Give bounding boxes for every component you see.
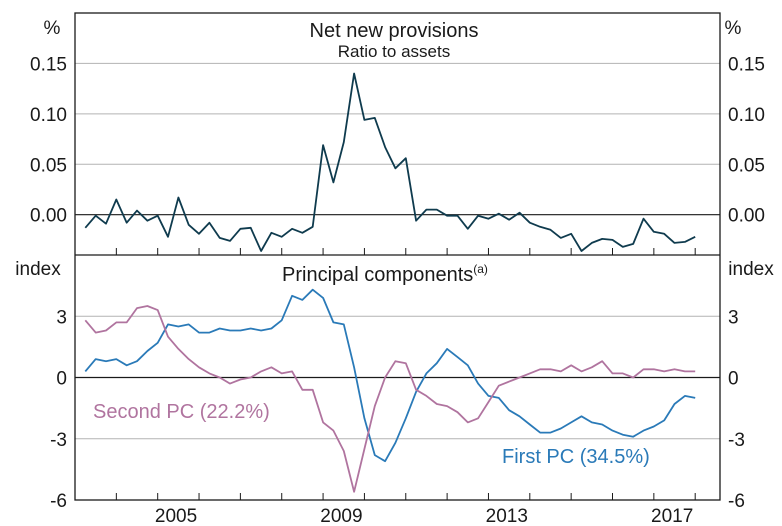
top-panel-y-tick-label-left: 0.00 [30, 206, 67, 227]
top-panel-y-tick-label-right: 0.15 [728, 54, 765, 75]
top-panel-series-line-provisions [84, 72, 696, 252]
bottom-panel-series-line-second_pc [84, 305, 696, 493]
top-panel-y-tick-labels: 0.00 0.00 0.05 0.05 0.10 0.10 0.15 0.15 [30, 54, 765, 226]
bottom-right-unit: index [728, 259, 774, 280]
top-panel-y-tick-label-left: 0.10 [30, 105, 67, 126]
bottom-panel-title: Principal components(a) [282, 262, 488, 286]
top-panel-y-tick-label-right: 0.10 [728, 105, 765, 126]
bottom-panel-y-tick-label-right: 3 [728, 307, 739, 328]
bottom-panel-title-footnote: (a) [473, 262, 488, 276]
bottom-panel-y-tick-label-left: -3 [50, 430, 67, 451]
x-axis-tick-labels: 2005 2009 2013 2017 [155, 506, 693, 526]
x-tick-label: 2009 [320, 506, 362, 526]
series-label-second-pc: Second PC (22.2%) [93, 401, 270, 423]
bottom-panel-series [84, 288, 696, 493]
bottom-panel-y-tick-label-left: 0 [56, 369, 67, 390]
top-panel-y-tick-label-left: 0.05 [30, 155, 67, 176]
top-panel-gridlines [75, 62, 720, 216]
top-left-unit: % [44, 18, 61, 39]
top-panel-y-tick-label-left: 0.15 [30, 54, 67, 75]
bottom-panel-y-tick-label-left: -6 [50, 491, 67, 512]
chart-frame [74, 12, 721, 501]
top-panel-y-tick-label-right: 0.05 [728, 155, 765, 176]
bottom-panel-title-main: Principal components [282, 264, 473, 286]
top-panel-title: Net new provisions [310, 20, 479, 42]
series-label-first-pc: First PC (34.5%) [502, 446, 650, 468]
bottom-panel-y-tick-label-right: -3 [728, 430, 745, 451]
bottom-panel-y-tick-label-right: 0 [728, 369, 739, 390]
bottom-panel-y-tick-labels: -6 -6 -3 -3 0 0 3 3 [50, 307, 745, 512]
bottom-panel-y-tick-label-left: 3 [56, 307, 67, 328]
x-tick-label: 2005 [155, 506, 197, 526]
top-right-unit: % [725, 18, 742, 39]
bottom-panel-y-tick-label-right: -6 [728, 491, 745, 512]
bottom-panel-series-line-first_pc [84, 288, 696, 463]
x-tick-label: 2017 [651, 506, 693, 526]
top-panel-y-tick-label-right: 0.00 [728, 206, 765, 227]
x-tick-label: 2013 [486, 506, 528, 526]
top-panel-series [84, 72, 696, 252]
bottom-left-unit: index [15, 259, 61, 280]
top-panel-subtitle: Ratio to assets [338, 42, 450, 61]
x-axis-ticks [115, 248, 696, 500]
